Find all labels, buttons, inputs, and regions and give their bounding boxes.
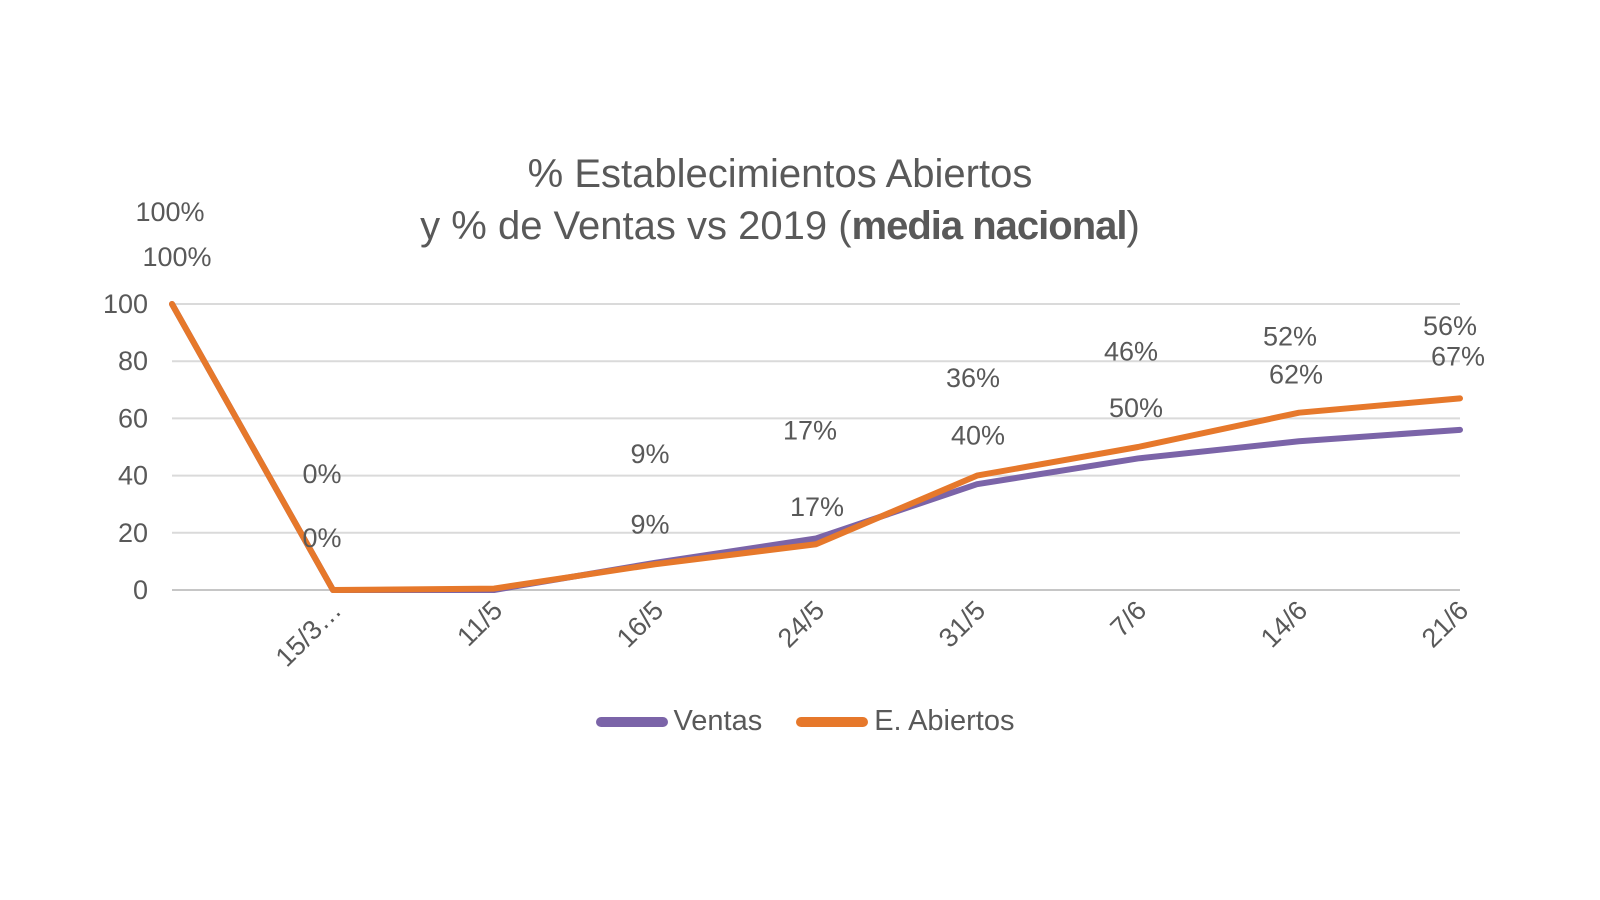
chart-title: % Establecimientos Abiertos y % de Venta… <box>0 148 1560 252</box>
chart-title-line2-bold: media nacional <box>851 204 1128 248</box>
legend-item-e-abiertos: E. Abiertos <box>796 705 1014 738</box>
data-label-e-abiertos: 50% <box>1109 393 1163 423</box>
data-label-e-abiertos: 0% <box>302 523 341 553</box>
x-category-label: 14/6 <box>1255 595 1313 653</box>
chart-title-line2-prefix: y % de Ventas vs 2019 ( <box>420 204 852 248</box>
y-tick-label: 60 <box>118 403 148 433</box>
x-category-label: 24/5 <box>772 595 830 653</box>
data-label-ventas: 56% <box>1423 311 1477 341</box>
chart-title-line2-suffix: ) <box>1126 204 1140 248</box>
series-line-e-abiertos <box>169 301 1463 593</box>
data-label-e-abiertos: 9% <box>630 509 669 539</box>
chart-title-line1: % Establecimientos Abiertos <box>0 148 1560 200</box>
data-label-e-abiertos: 62% <box>1269 360 1323 390</box>
y-tick-label: 0 <box>133 575 148 605</box>
legend-label-ventas: Ventas <box>673 705 763 737</box>
data-label-ventas: 9% <box>630 439 669 469</box>
data-label-ventas: 17% <box>783 416 837 446</box>
chart-title-line2: y % de Ventas vs 2019 (media nacional) <box>0 200 1560 252</box>
data-label-ventas: 36% <box>946 363 1000 393</box>
data-label-ventas: 100% <box>135 197 204 227</box>
data-label-e-abiertos: 67% <box>1431 341 1485 371</box>
data-label-e-abiertos: 17% <box>790 492 844 522</box>
legend: Ventas E. Abiertos <box>0 705 1600 738</box>
chart-title-line1-text: % Establecimientos Abiertos <box>527 152 1033 196</box>
legend-swatch-ventas <box>595 716 668 727</box>
x-category-label: 21/6 <box>1416 595 1474 653</box>
y-tick-label: 100 <box>103 289 148 319</box>
x-category-label: 11/5 <box>451 595 508 652</box>
legend-swatch-e-abiertos <box>796 716 869 727</box>
data-label-e-abiertos: 100% <box>142 242 211 272</box>
data-label-ventas: 52% <box>1263 321 1317 351</box>
data-label-e-abiertos: 40% <box>951 421 1005 451</box>
x-category-label: 16/5 <box>611 595 669 653</box>
x-category-label: 31/5 <box>933 595 991 653</box>
data-label-ventas: 0% <box>302 459 341 489</box>
x-category-label: 15/3… <box>270 595 347 672</box>
x-category-label: 7/6 <box>1104 595 1152 643</box>
legend-item-ventas: Ventas <box>595 705 763 738</box>
y-tick-label: 20 <box>118 518 148 548</box>
y-tick-label: 80 <box>118 346 148 376</box>
y-tick-label: 40 <box>118 461 148 491</box>
legend-label-e-abiertos: E. Abiertos <box>874 705 1015 737</box>
data-label-ventas: 46% <box>1104 336 1158 366</box>
